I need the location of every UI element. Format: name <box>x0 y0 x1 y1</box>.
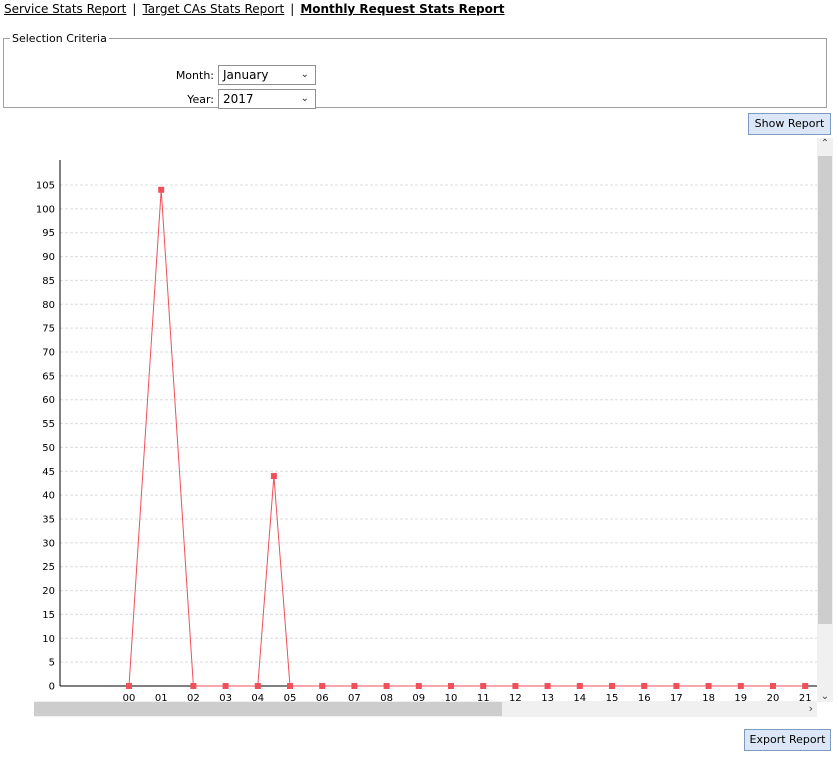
x-tick-label: 17 <box>670 693 683 704</box>
data-point <box>641 683 648 689</box>
data-point <box>319 683 326 689</box>
data-point <box>544 683 551 689</box>
x-tick-label: 10 <box>445 693 458 704</box>
selection-criteria-legend: Selection Criteria <box>12 32 107 45</box>
month-select-value: January <box>223 68 269 82</box>
series-line <box>128 189 806 687</box>
data-point <box>270 473 277 480</box>
y-tick-label: 70 <box>42 348 55 359</box>
x-tick-label: 13 <box>541 693 554 704</box>
x-tick-label: 04 <box>251 693 264 704</box>
x-tick-label: 00 <box>123 693 136 704</box>
y-tick-label: 20 <box>42 586 55 597</box>
horizontal-scrollbar[interactable]: › <box>34 701 817 717</box>
x-tick-label: 19 <box>734 693 747 704</box>
data-point <box>705 683 712 689</box>
x-tick-label: 02 <box>187 693 200 704</box>
data-point <box>770 683 776 689</box>
x-tick-label: 16 <box>638 693 651 704</box>
data-point <box>254 683 261 689</box>
y-tick-label: 65 <box>42 371 55 382</box>
x-tick-label: 06 <box>316 693 329 704</box>
data-point <box>673 683 680 689</box>
x-tick-label: 03 <box>219 693 232 704</box>
nav-service-stats-link[interactable]: Service Stats Report <box>4 2 127 16</box>
show-report-button[interactable]: Show Report <box>748 113 831 135</box>
data-point <box>609 683 615 689</box>
scroll-right-icon[interactable]: › <box>808 702 813 715</box>
request-line-chart: 0510152025303540455055606570758085909510… <box>36 160 824 704</box>
y-tick-label: 5 <box>49 658 55 669</box>
year-select[interactable]: 2017 ⌄ <box>218 89 316 109</box>
x-tick-label: 09 <box>412 693 425 704</box>
y-tick-label: 25 <box>42 562 55 573</box>
data-point <box>737 683 744 689</box>
data-point <box>480 683 487 689</box>
y-tick-label: 100 <box>36 204 55 215</box>
x-tick-label: 18 <box>702 693 715 704</box>
nav-target-cas-link[interactable]: Target CAs Stats Report <box>142 2 285 16</box>
y-tick-label: 30 <box>42 538 55 549</box>
y-tick-label: 40 <box>42 491 55 502</box>
scroll-down-icon[interactable]: ⌄ <box>820 691 830 702</box>
chart-container: 0 5 10 15 20 25 30 35 40 45 50 55 60 65 70 75 80 85 90 95 10… <box>34 138 834 718</box>
x-tick-label: 14 <box>573 693 586 704</box>
y-tick-label: 95 <box>42 228 55 239</box>
data-point <box>190 683 197 689</box>
data-point <box>158 186 165 193</box>
y-tick-label: 35 <box>42 515 55 526</box>
data-point <box>448 683 454 689</box>
y-tick-label: 105 <box>36 181 55 192</box>
month-row: Month: January ⌄ <box>164 65 316 85</box>
month-label: Month: <box>175 68 214 82</box>
y-tick-label: 90 <box>42 252 55 263</box>
data-point <box>576 683 583 689</box>
data-point <box>126 683 132 689</box>
chevron-down-icon: ⌄ <box>300 69 309 80</box>
nav-monthly-request-link[interactable]: Monthly Request Stats Report <box>300 2 505 16</box>
data-point <box>512 683 519 689</box>
x-tick-label: 20 <box>767 693 780 704</box>
nav-separator: | <box>132 2 137 16</box>
year-select-value: 2017 <box>223 92 254 106</box>
month-select[interactable]: January ⌄ <box>218 65 316 85</box>
year-label: Year: <box>187 92 214 106</box>
vertical-scroll-thumb[interactable] <box>818 156 832 624</box>
data-point <box>383 683 390 689</box>
y-tick-label: 15 <box>42 610 55 621</box>
chevron-down-icon: ⌄ <box>300 93 309 104</box>
selection-criteria: Selection Criteria Month: January ⌄ Year… <box>3 32 827 109</box>
y-tick-label: 55 <box>42 419 55 430</box>
year-row: Year: 2017 ⌄ <box>164 89 316 109</box>
y-tick-label: 0 <box>49 682 55 693</box>
report-nav: Service Stats Report | Target CAs Stats Re… <box>4 2 505 16</box>
y-tick-label: 45 <box>42 467 55 478</box>
x-tick-label: 11 <box>477 693 490 704</box>
data-point <box>802 683 809 689</box>
vertical-scrollbar[interactable]: ⌃ ⌄ <box>817 138 833 702</box>
x-tick-label: 12 <box>509 693 522 704</box>
y-tick-label: 50 <box>42 443 55 454</box>
y-tick-label: 85 <box>42 276 55 287</box>
data-point <box>415 683 422 689</box>
x-tick-label: 07 <box>348 693 361 704</box>
y-tick-label: 80 <box>42 300 55 311</box>
x-tick-label: 05 <box>284 693 297 704</box>
y-tick-label: 75 <box>42 324 55 335</box>
y-tick-label: 60 <box>42 395 55 406</box>
x-tick-label: 15 <box>606 693 619 704</box>
x-tick-label: 01 <box>155 693 168 704</box>
nav-separator: | <box>290 2 295 16</box>
scroll-up-icon[interactable]: ⌃ <box>820 138 830 149</box>
horizontal-scroll-thumb[interactable] <box>34 702 502 716</box>
data-point <box>287 683 293 689</box>
data-point <box>222 683 229 689</box>
data-point <box>351 683 358 689</box>
export-report-button[interactable]: Export Report <box>744 729 831 751</box>
x-tick-label: 21 <box>799 693 812 704</box>
y-tick-label: 10 <box>42 634 55 645</box>
x-tick-label: 08 <box>380 693 393 704</box>
